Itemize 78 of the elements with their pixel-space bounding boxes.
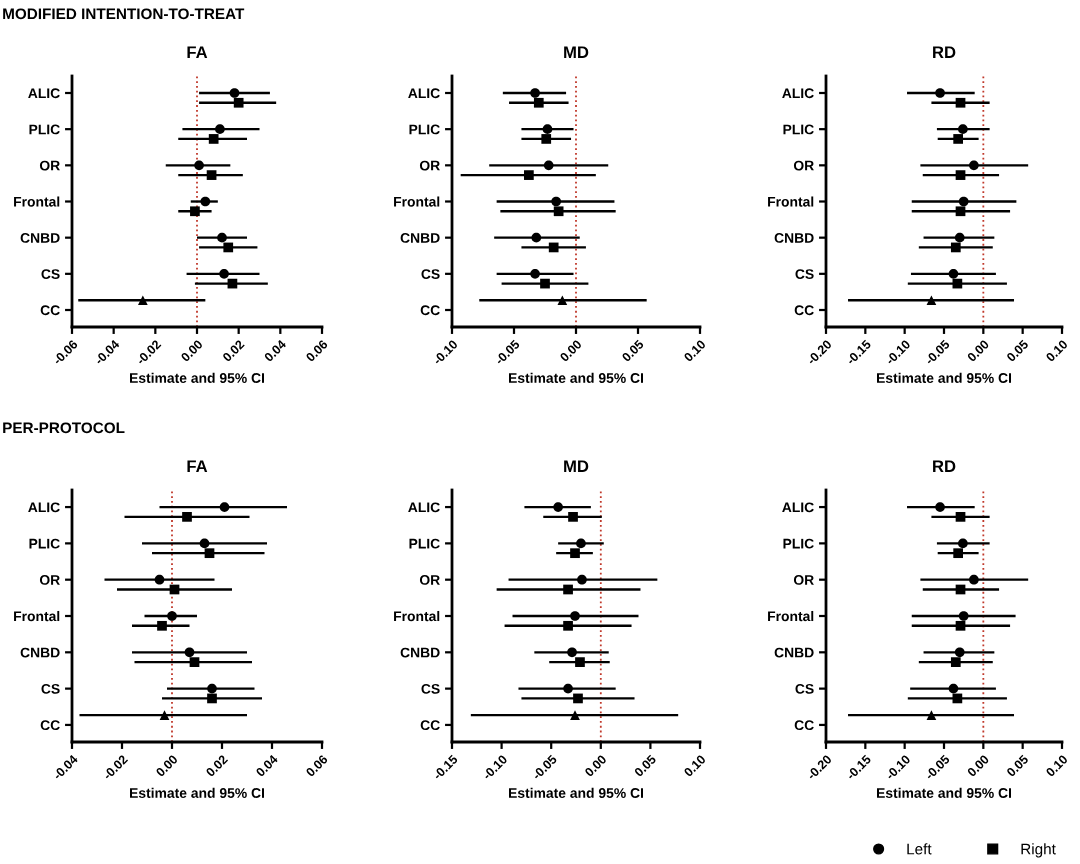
y-tick-label: PLIC [29,124,60,135]
y-tick-label: ALIC [782,88,814,99]
y-tick-label: CS [421,683,440,694]
y-tick-label: CNBD [400,647,440,658]
y-tick-label: PLIC [409,124,440,135]
x-axis-title: Estimate and 95% CI [877,787,1011,798]
y-tick-label: Frontal [14,196,60,207]
y-tick-label: OR [793,575,814,585]
y-tick-label: CNBD [20,647,60,658]
x-tick-label: 0.10 [683,339,707,363]
y-tick-label: Frontal [768,610,814,622]
y-tick-label: CS [41,683,60,694]
x-tick-label: 0.00 [966,339,990,363]
chart-title: RD [933,460,956,472]
x-axis-title: Estimate and 95% CI [877,372,1011,383]
x-tick-label: 0.00 [966,754,990,778]
y-tick-label: ALIC [782,502,814,513]
chart-title: MD [564,460,589,472]
chart-title: FA [187,460,208,472]
y-tick-label: CNBD [20,233,60,243]
y-tick-label: Frontal [14,610,60,622]
x-tick-label: 0.06 [305,754,329,778]
x-tick-label: 0.10 [1045,339,1069,363]
x-tick-label: 0.10 [683,754,707,778]
x-tick-label: 0.00 [559,339,583,363]
legend-label: Right [1021,843,1056,858]
x-axis-title: Estimate and 95% CI [130,787,264,798]
y-tick-label: OR [419,575,440,585]
y-tick-label: PLIC [783,124,814,135]
x-tick-label: 0.00 [155,754,179,778]
y-tick-label: ALIC [408,502,440,513]
y-tick-label: Frontal [394,610,440,622]
x-tick-label: 0.02 [205,754,229,778]
x-tick-label: 0.05 [633,754,657,778]
y-tick-label: ALIC [28,502,60,513]
y-tick-label: CC [420,305,440,316]
y-tick-label: OR [793,160,814,171]
y-tick-label: PLIC [783,538,814,549]
y-tick-label: CC [420,720,440,731]
x-tick-label: 0.06 [305,339,329,363]
x-tick-label: 0.04 [255,754,279,778]
x-tick-label: 0.05 [1006,754,1029,778]
y-tick-label: CC [794,720,814,731]
y-tick-label: ALIC [28,88,60,99]
y-tick-label: Frontal [394,196,440,207]
legend-label: Left [907,843,932,855]
y-tick-label: OR [419,160,440,171]
x-tick-label: 0.02 [222,339,245,363]
y-tick-label: CC [794,305,814,316]
chart-title: FA [187,46,208,58]
y-tick-label: OR [39,575,60,585]
y-tick-label: CS [41,269,60,279]
y-tick-label: OR [39,160,60,171]
x-tick-label: 0.00 [180,339,204,363]
x-tick-label: 0.05 [1006,339,1029,363]
chart-title: MD [564,46,589,58]
text: PER-PROTOCOL [3,422,125,434]
y-tick-label: CC [40,305,60,316]
y-tick-label: PLIC [409,538,440,549]
x-tick-label: 0.04 [263,339,287,363]
x-tick-label: 0.00 [584,754,607,778]
chart-title: RD [933,46,956,58]
x-tick-label: 0.05 [621,339,645,363]
y-tick-label: ALIC [408,88,440,99]
y-tick-label: CS [795,683,814,694]
x-axis-title: Estimate and 95% CI [509,787,643,798]
y-tick-label: CNBD [400,233,440,243]
y-tick-label: PLIC [29,538,60,549]
y-tick-label: CC [40,720,60,731]
y-tick-label: CNBD [774,233,814,243]
x-tick-label: 0.10 [1045,754,1069,778]
y-tick-label: CNBD [774,647,814,658]
y-tick-label: CS [421,269,440,279]
y-tick-label: Frontal [768,196,814,207]
text: MODIFIED INTENTION-TO-TREAT [3,8,245,20]
x-axis-title: Estimate and 95% CI [130,372,264,383]
x-axis-title: Estimate and 95% CI [509,372,643,383]
y-tick-label: CS [795,269,814,279]
